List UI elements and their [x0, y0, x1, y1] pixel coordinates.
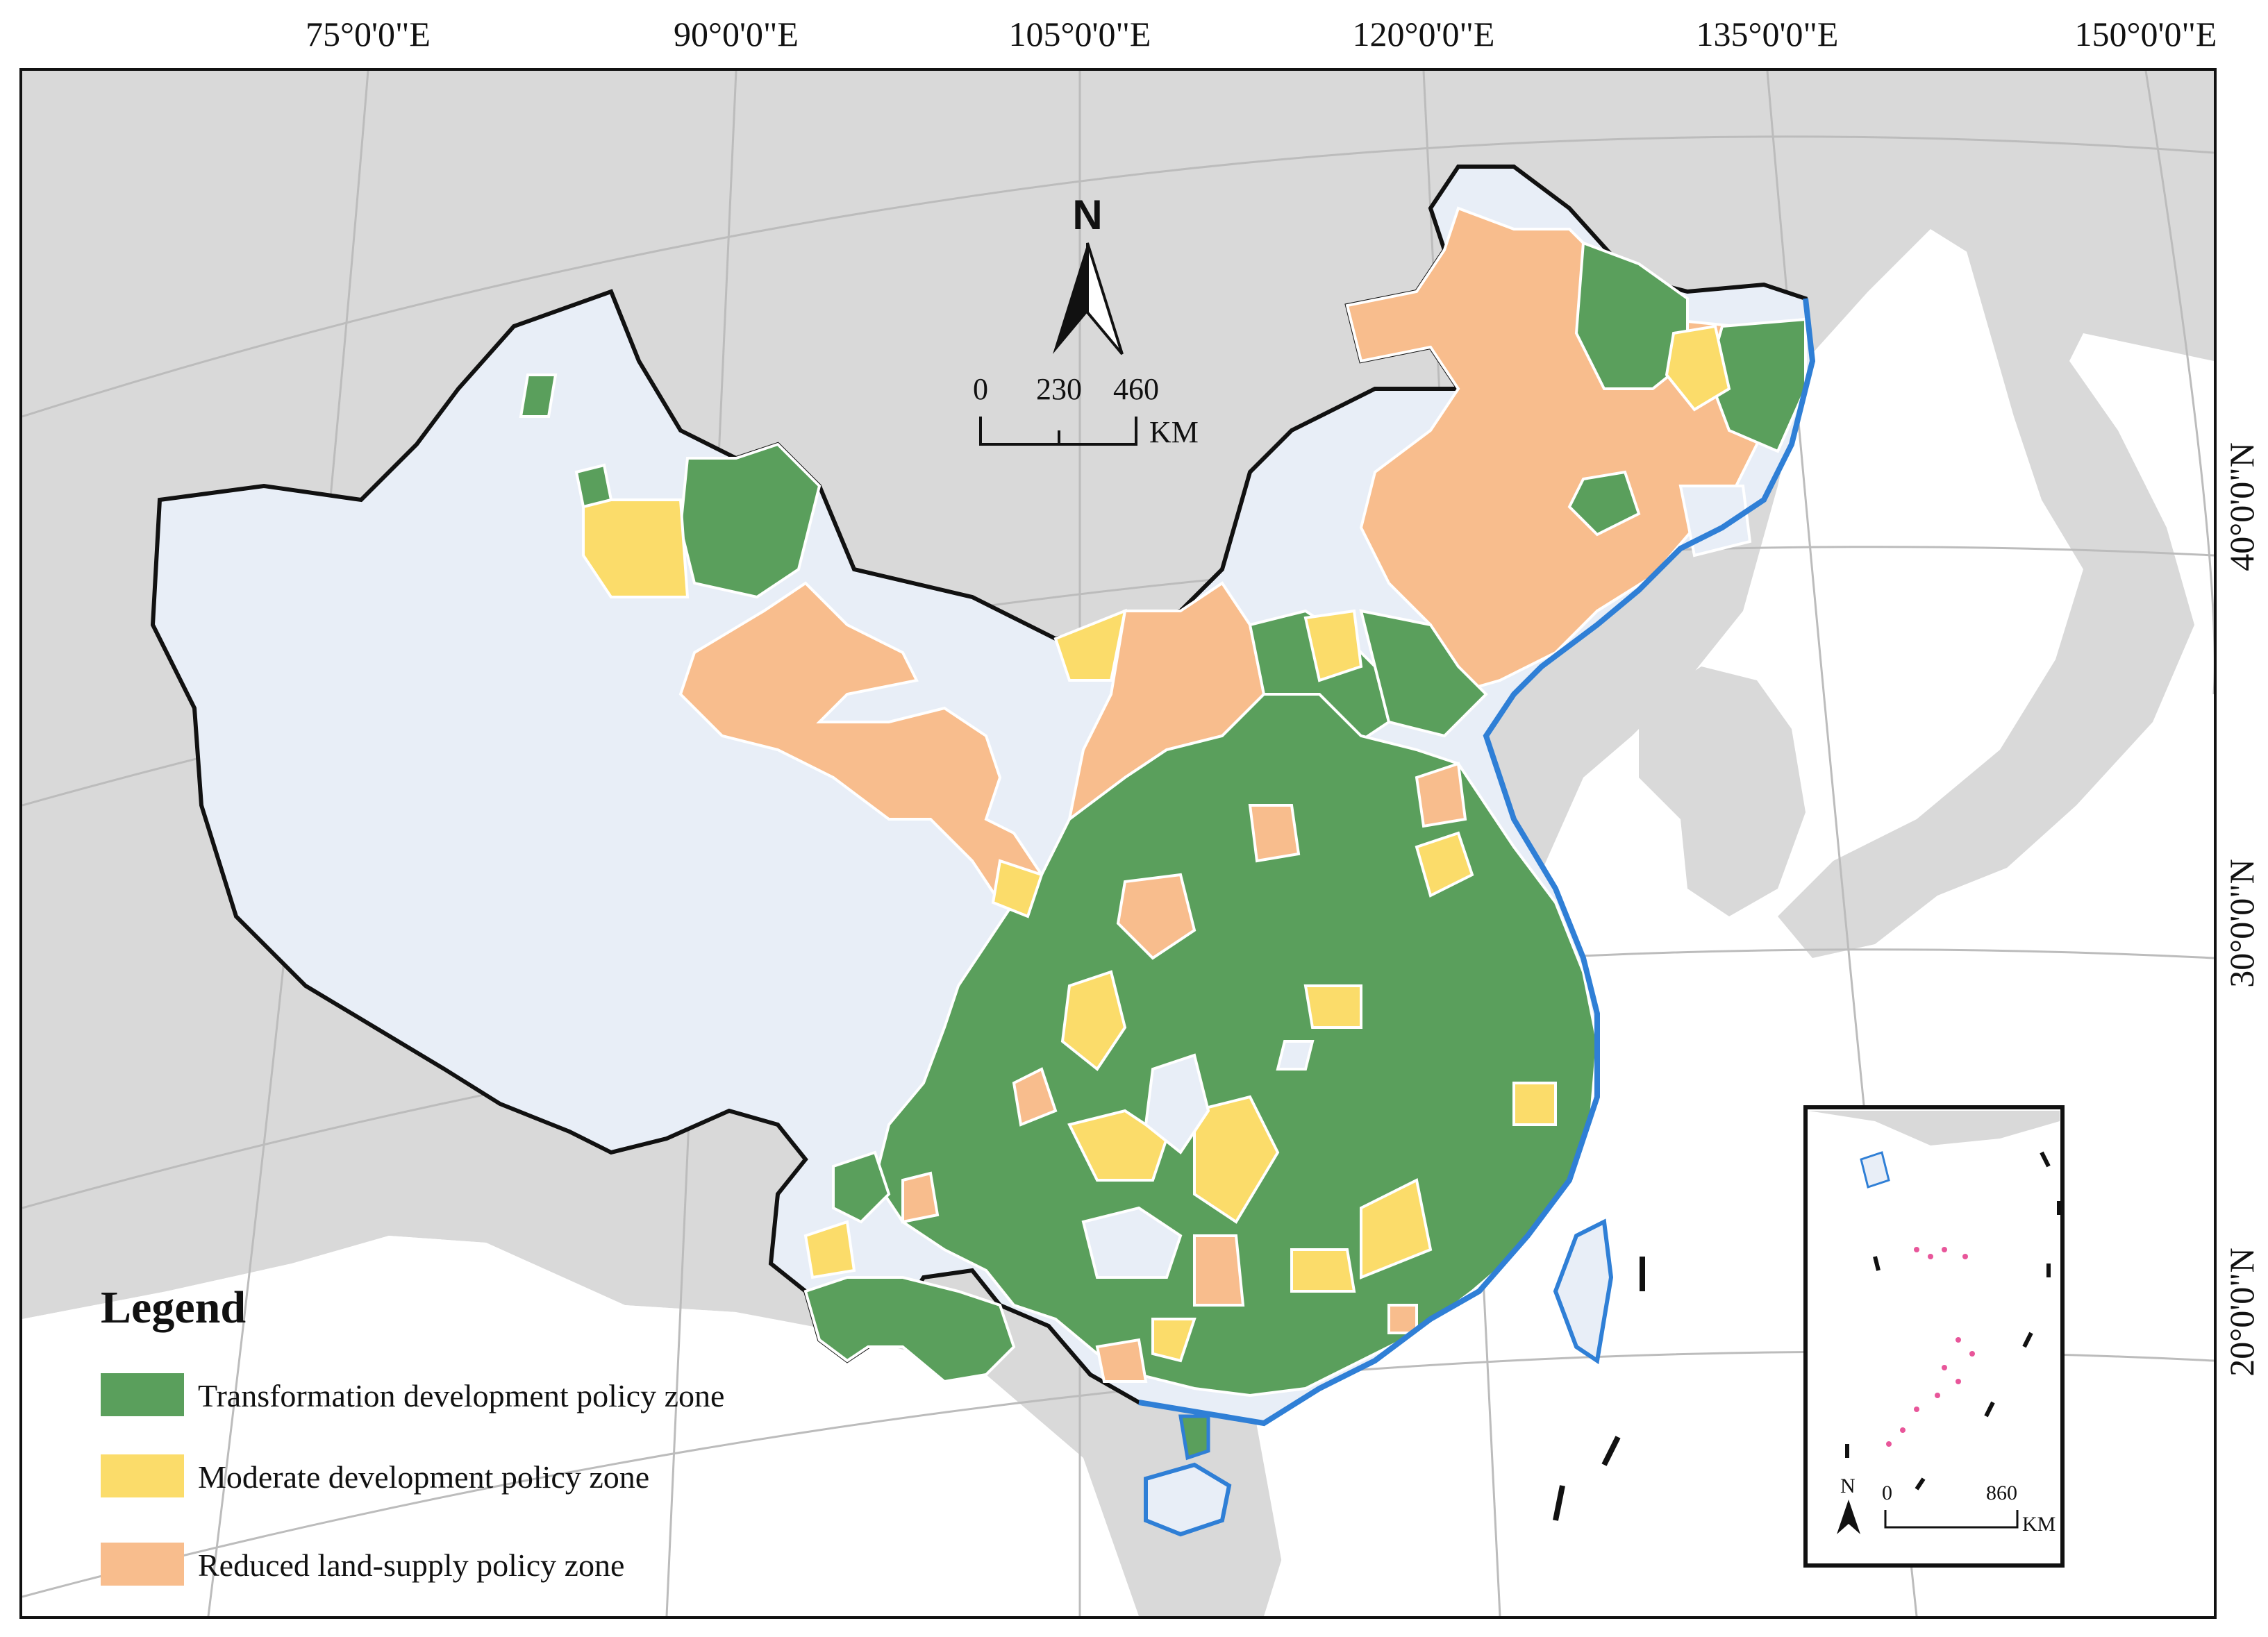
zone-moderate-c5 [1360, 1178, 1433, 1279]
zone-moderate-xinjiang [582, 498, 690, 598]
legend-swatch-moderate [101, 1454, 184, 1497]
scale-bar: 0 230 460 KM [973, 372, 1199, 449]
inset-scale-0: 0 [1882, 1481, 1892, 1504]
legend: Legend Transformation development policy… [101, 1282, 724, 1586]
zone-reduced-c5 [1012, 1067, 1058, 1127]
zone-transform-xinjiang-nw [519, 373, 558, 418]
legend-label-moderate: Moderate development policy zone [198, 1459, 649, 1495]
zone-unclass-c3 [1276, 1040, 1315, 1071]
zone-moderate-c9 [1512, 1082, 1557, 1126]
scale-tick-0: 0 [973, 372, 988, 406]
legend-swatch-reduced [101, 1543, 184, 1586]
right-graticule-labels: 40°0'0"N 30°0'0"N 20°0'0"N [2222, 442, 2261, 1377]
north-arrow-icon [1053, 243, 1087, 354]
hainan [1144, 1462, 1232, 1537]
zone-reduced-c3 [1193, 1234, 1245, 1307]
zone-unclass-c1 [1144, 1053, 1210, 1155]
zone-moderate-c11 [1151, 1318, 1196, 1363]
zone-transform-northeast-3 [1567, 470, 1641, 537]
zone-moderate-beijing [1303, 609, 1363, 682]
zone-reduced-northwest [678, 581, 1044, 905]
graticule-label-135e: 135°0'0"E [1696, 15, 1839, 53]
north-arrow: N [1053, 192, 1124, 355]
graticule-label-40n: 40°0'0"N [2222, 442, 2261, 571]
graticule-label-20n: 20°0'0"N [2222, 1248, 2261, 1377]
leizhou [1178, 1414, 1210, 1461]
zone-moderate-north [1053, 608, 1127, 682]
zone-moderate-c10 [803, 1220, 856, 1279]
zone-transform-yunnan-w [832, 1150, 891, 1224]
taiwan [1553, 1218, 1614, 1365]
legend-swatch-transformation [101, 1373, 184, 1416]
korea-land [1639, 666, 1806, 916]
graticule-label-90e: 90°0'0"E [674, 15, 799, 53]
graticule-label-75e: 75°0'0"E [306, 15, 431, 53]
north-arrow-label: N [1072, 192, 1102, 238]
zone-moderate-northeast [1665, 324, 1731, 412]
zone-transform-xinjiang-small [574, 463, 613, 509]
legend-label-transformation: Transformation development policy zone [198, 1378, 724, 1413]
coastline [1138, 298, 1816, 1427]
inset-north-label: N [1840, 1475, 1856, 1497]
zone-moderate-c3 [1193, 1095, 1280, 1224]
legend-title: Legend [101, 1282, 246, 1333]
graticule-label-150e: 150°0'0"E [2075, 15, 2217, 53]
inset-scale-unit: KM [2022, 1513, 2056, 1536]
scale-unit: KM [1149, 415, 1199, 449]
top-graticule-labels: 75°0'0"E 90°0'0"E 105°0'0"E 120°0'0"E 13… [306, 15, 2217, 53]
graticule-label-30n: 30°0'0"N [2222, 859, 2261, 988]
graticule-label-120e: 120°0'0"E [1353, 15, 1495, 53]
legend-label-reduced: Reduced land-supply policy zone [198, 1547, 624, 1583]
inset-north-arrow-icon [1837, 1500, 1860, 1534]
zone-transform-yunnan [803, 1276, 1016, 1384]
inset-scale-860: 860 [1986, 1481, 2017, 1504]
zone-unclass-c2 [1081, 1206, 1183, 1279]
zone-moderate-c6 [1290, 1248, 1356, 1293]
south-china-sea [22, 1236, 1083, 1616]
japan-land [1778, 76, 2194, 958]
zone-reduced-c6 [1095, 1338, 1148, 1383]
zone-reduced-c8 [901, 1171, 940, 1224]
scale-tick-230: 230 [1036, 372, 1082, 406]
dash-line-segments [1553, 1257, 1645, 1521]
zone-transform-hebei [1359, 609, 1488, 738]
zone-moderate-c2 [1067, 1109, 1169, 1182]
inset-map: N 0 860 KM [1803, 1105, 2065, 1568]
zone-reduced-c2 [1248, 804, 1301, 863]
policy-zones [519, 206, 1807, 1397]
zone-reduced-c4 [1415, 762, 1467, 828]
zone-moderate-c7 [1415, 831, 1474, 898]
zone-moderate-c1 [1060, 970, 1127, 1071]
scale-tick-460: 460 [1113, 372, 1159, 406]
zone-reduced-c7 [1387, 1304, 1418, 1334]
zone-reduced-c1 [1116, 873, 1196, 960]
zone-moderate-c4 [1303, 984, 1362, 1029]
graticule-label-105e: 105°0'0"E [1009, 15, 1151, 53]
zone-moderate-c8 [991, 859, 1044, 918]
